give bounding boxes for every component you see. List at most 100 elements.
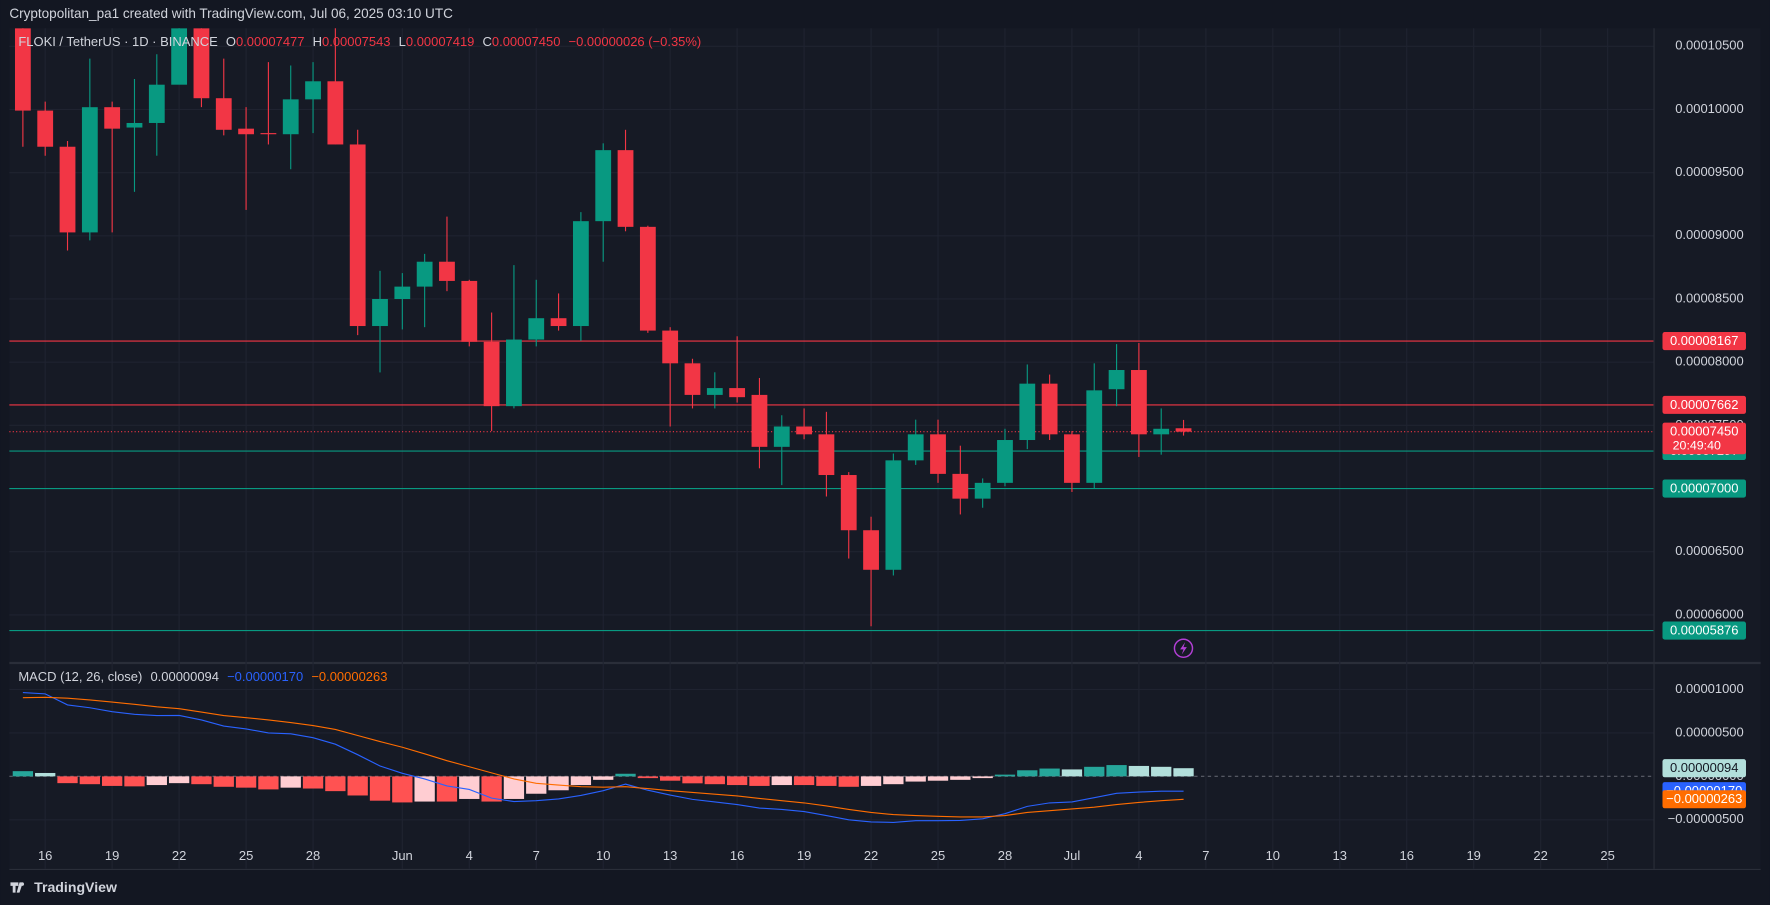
x-tick-label: 4: [1135, 848, 1142, 863]
chart-header: FLOKI / TetherUS · 1D · BINANCE O0.00007…: [18, 34, 701, 49]
candle-body: [617, 150, 634, 227]
symbol: FLOKI / TetherUS · 1D · BINANCE: [18, 34, 218, 49]
candle-body: [1153, 428, 1170, 435]
candle-body: [818, 434, 835, 476]
ohlc-value: 0.00007477: [236, 34, 305, 49]
y-tick-label: 0.00009500: [1675, 164, 1744, 179]
y-tick-label: 0.00008500: [1675, 290, 1744, 305]
candle-body: [1064, 434, 1080, 483]
y-tick-label: 0.00006000: [1675, 606, 1744, 621]
x-tick-label: 19: [1466, 848, 1480, 863]
macd-value: 0.00000094: [150, 670, 219, 685]
histogram-bar: [280, 776, 301, 788]
histogram-bar: [459, 776, 480, 799]
histogram-bar: [726, 776, 748, 786]
level-label: 0.00007000: [1670, 481, 1739, 496]
ohlc-key: C: [483, 34, 492, 49]
candle-body: [193, 28, 210, 99]
candle-body: [572, 221, 589, 327]
macd-tag-bg: [1662, 759, 1746, 778]
histogram-bar: [526, 776, 547, 794]
macd-tag-bg: [1662, 790, 1746, 809]
candle-body: [1019, 383, 1036, 441]
level-label: 0.00005876: [1670, 623, 1739, 638]
y-tick-label: 0.00010500: [1675, 38, 1744, 53]
candle-body: [59, 146, 76, 233]
histogram-bar: [1017, 770, 1038, 777]
histogram-bar: [838, 776, 859, 787]
candle-body: [126, 122, 143, 128]
y-tick-label: 0.00010000: [1675, 101, 1744, 116]
signal-line: [22, 696, 1184, 818]
histogram-bar: [905, 776, 926, 782]
brand-logo: [10, 882, 25, 893]
macd-legend: MACD (12, 26, close) 0.00000094 −0.00000…: [18, 670, 387, 685]
candle-body: [952, 473, 969, 499]
x-tick-label: Jul: [1064, 848, 1081, 863]
histogram-bar: [682, 776, 703, 784]
candle-body: [215, 98, 232, 130]
candle-body: [282, 99, 299, 135]
histogram-bar: [79, 776, 100, 785]
candle-body: [997, 440, 1013, 483]
histogram-bar: [191, 776, 212, 785]
level-label: 0.00008167: [1670, 333, 1739, 348]
labels: 16 19 22 25 28 Jun 4 7 10 13 16 19 22 25 28 Jul 4 7 10 13 16…: [38, 38, 1746, 863]
y-tick-label: 0.00009000: [1675, 227, 1744, 242]
x-tick-label: 7: [533, 848, 540, 863]
candle-body: [684, 363, 701, 395]
candle-body: [930, 434, 946, 474]
candle-body: [104, 107, 121, 129]
candle-body: [528, 318, 545, 340]
histogram-bar: [102, 776, 123, 786]
histogram-bar: [637, 776, 659, 779]
candle-body: [171, 28, 188, 85]
x-tick-label: Jun: [392, 848, 413, 863]
histogram-bar: [1173, 768, 1194, 777]
countdown: 20:49:40: [1673, 439, 1721, 453]
candle-body: [751, 394, 768, 447]
histogram-bar: [950, 776, 971, 780]
x-tick-label: 22: [864, 848, 878, 863]
histogram-bar: [235, 776, 257, 788]
candle-body: [327, 81, 344, 145]
macd-value: −0.00000170: [227, 670, 303, 685]
histogram-bar: [436, 776, 458, 802]
candle-body: [863, 530, 879, 570]
histogram-bar: [883, 776, 904, 785]
candle-body: [148, 84, 165, 123]
histogram-bar: [816, 776, 837, 786]
histogram-bar: [1128, 765, 1150, 777]
histogram-bar: [1039, 768, 1060, 777]
candle-body: [37, 110, 54, 147]
candle-body: [349, 144, 366, 327]
histogram-bar: [503, 776, 525, 799]
histogram-bar: [615, 773, 636, 777]
macd-tag: 0.00000094: [1670, 760, 1739, 775]
event-icon: [1173, 638, 1194, 659]
x-tick-label: 10: [1266, 848, 1280, 863]
candle-body: [238, 128, 254, 135]
macd-line: [22, 691, 1184, 823]
ohlc-key: H: [313, 34, 322, 49]
histogram-bar: [927, 776, 949, 781]
histogram-bar: [302, 776, 324, 789]
candle-body: [1130, 370, 1147, 435]
candle-body: [439, 261, 455, 281]
candle-body: [885, 460, 902, 570]
candle-body: [81, 107, 98, 233]
histogram-bar: [660, 776, 681, 781]
candle-body: [639, 226, 656, 331]
level-label-bg: [1662, 332, 1746, 351]
histogram-bar: [124, 776, 145, 787]
histogram-bar: [704, 776, 725, 785]
histogram-bar: [593, 776, 614, 780]
candle-body: [1108, 370, 1125, 390]
histogram-bar: [1151, 766, 1172, 777]
candle-body: [595, 150, 612, 222]
histogram-bar: [258, 776, 279, 790]
level-label-bg: [1662, 621, 1746, 640]
candle-body: [662, 330, 679, 364]
x-tick-label: 25: [1600, 848, 1614, 863]
macd-pane: [12, 691, 1194, 823]
